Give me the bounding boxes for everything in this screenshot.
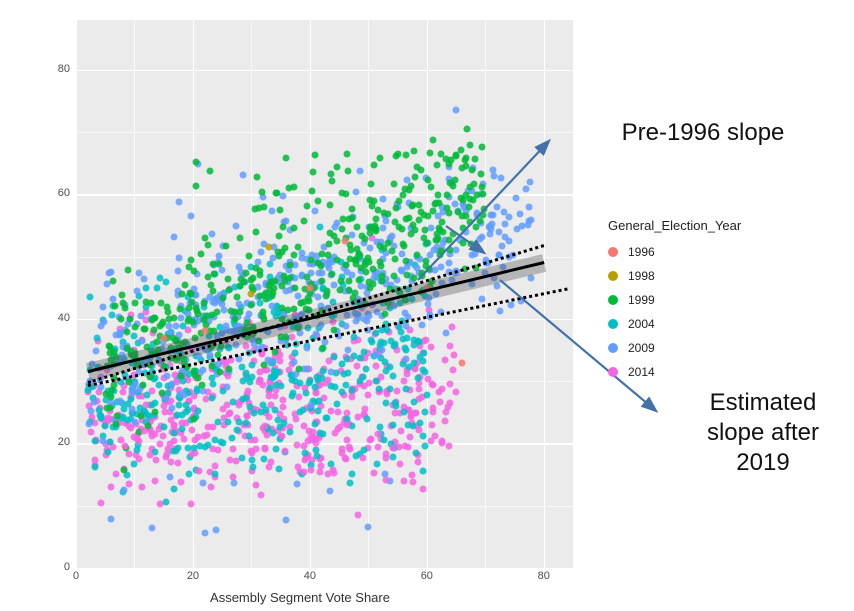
legend-title: General_Election_Year: [608, 218, 808, 233]
legend-swatch-1996: [608, 247, 618, 257]
estimated-slope-label: Estimated slope after 2019: [672, 388, 854, 478]
pre-1996-arrow: [418, 142, 548, 280]
legend-label-1998: 1998: [628, 269, 655, 283]
legend-label-1996: 1996: [628, 245, 655, 259]
legend-item-2004: 2004: [608, 313, 808, 335]
pre-1996-slope-label: Pre-1996 slope: [578, 118, 828, 148]
legend-swatch-1999: [608, 295, 618, 305]
chart-root: Subsequent General Election Vote Share i…: [0, 0, 854, 611]
legend-item-2014: 2014: [608, 361, 808, 383]
legend-swatch-2004: [608, 319, 618, 329]
legend-swatch-2009: [608, 343, 618, 353]
legend: General_Election_Year 1996 1998 1999 2004 20…: [608, 218, 808, 385]
legend-label-1999: 1999: [628, 293, 655, 307]
legend-label-2014: 2014: [628, 365, 655, 379]
legend-item-1998: 1998: [608, 265, 808, 287]
legend-label-2009: 2009: [628, 341, 655, 355]
legend-item-1996: 1996: [608, 241, 808, 263]
legend-swatch-2014: [608, 367, 618, 377]
legend-label-2004: 2004: [628, 317, 655, 331]
legend-item-2009: 2009: [608, 337, 808, 359]
legend-swatch-1998: [608, 271, 618, 281]
legend-item-1999: 1999: [608, 289, 808, 311]
